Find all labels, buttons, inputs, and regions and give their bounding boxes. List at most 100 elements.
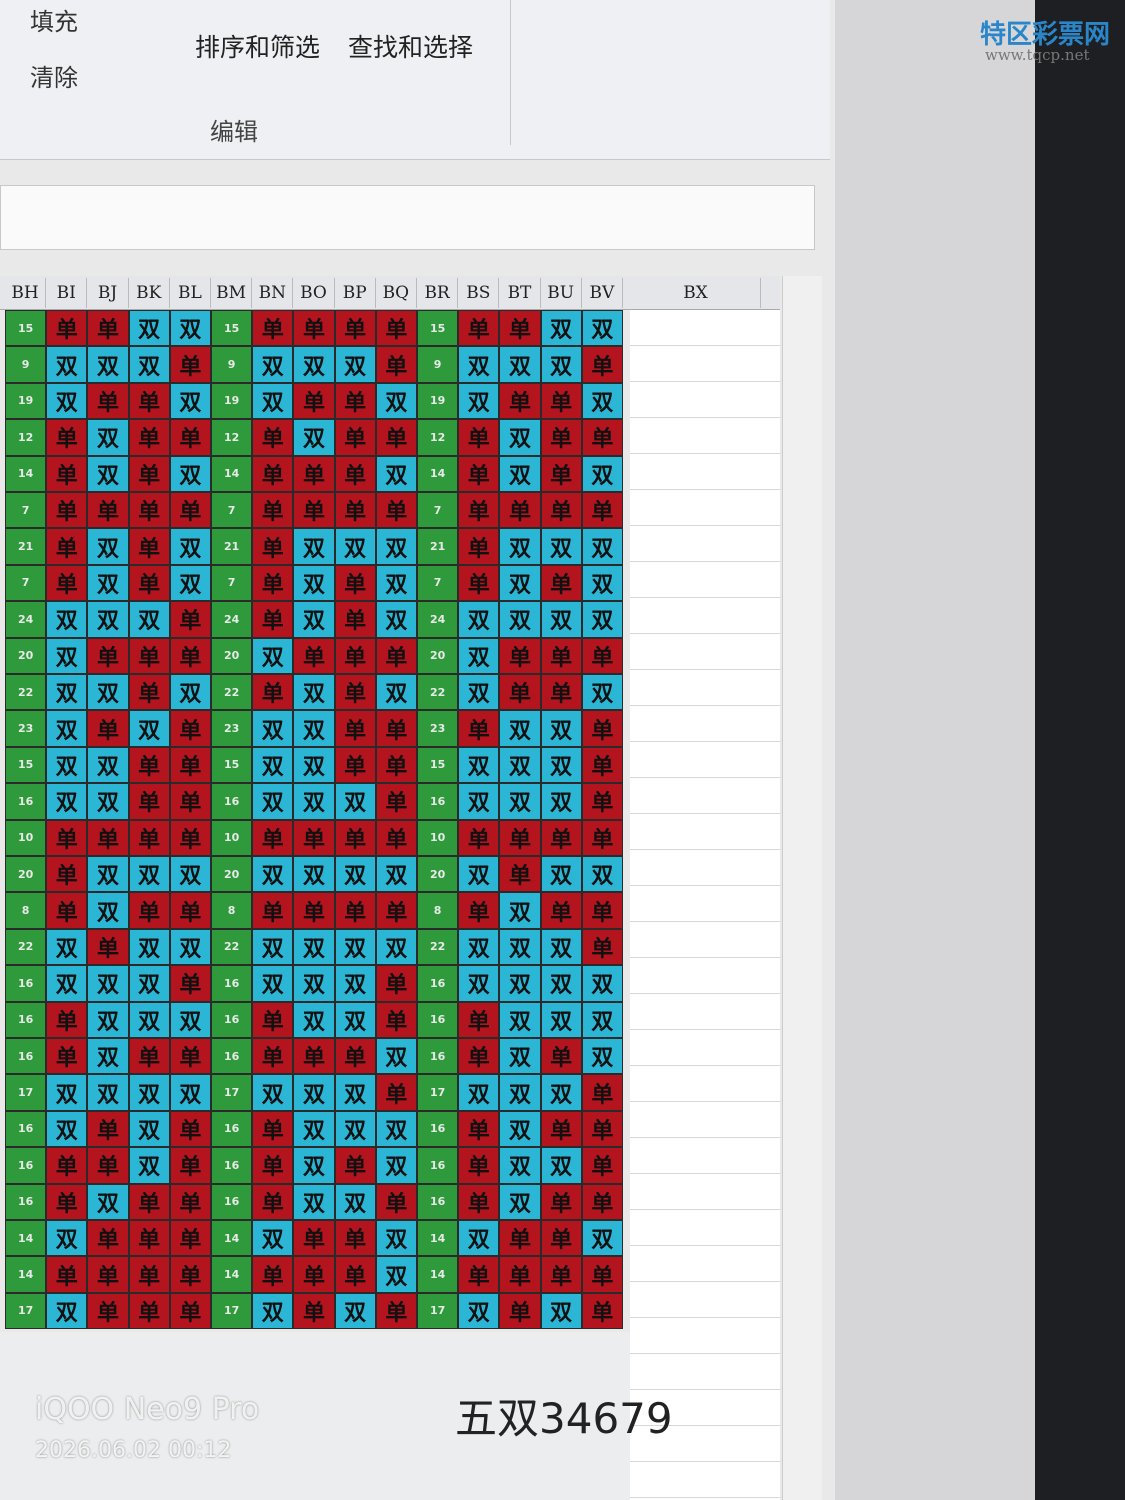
cell[interactable]: 单 — [293, 637, 335, 674]
find-select-button[interactable]: 查找和选择 — [348, 33, 474, 62]
cell[interactable]: 单 — [293, 455, 335, 492]
cell[interactable]: 单 — [87, 1147, 129, 1184]
cell[interactable]: 单 — [252, 1038, 294, 1075]
cell[interactable]: 双 — [87, 674, 129, 711]
cell[interactable]: 单 — [581, 1147, 623, 1184]
cell[interactable]: 单 — [293, 892, 335, 929]
cell[interactable]: 单 — [334, 1256, 376, 1293]
number-cell[interactable]: 21 — [211, 528, 253, 565]
cell[interactable]: 双 — [87, 346, 129, 383]
cell[interactable]: 单 — [46, 892, 88, 929]
cell[interactable]: 双 — [581, 382, 623, 420]
cell[interactable]: 双 — [169, 455, 211, 492]
number-cell[interactable]: 16 — [211, 965, 253, 1002]
cell[interactable]: 单 — [87, 710, 129, 747]
number-cell[interactable]: 12 — [5, 419, 47, 456]
cell[interactable]: 双 — [128, 1001, 170, 1038]
number-cell[interactable]: 16 — [417, 1038, 459, 1075]
cell[interactable]: 双 — [540, 710, 582, 747]
number-cell[interactable]: 16 — [5, 1038, 47, 1075]
number-cell[interactable]: 16 — [5, 1147, 47, 1184]
cell[interactable]: 双 — [46, 1292, 88, 1330]
cell[interactable]: 单 — [540, 382, 582, 420]
cell[interactable]: 双 — [458, 601, 500, 638]
number-cell[interactable]: 16 — [211, 1038, 253, 1075]
cell[interactable]: 单 — [46, 419, 88, 456]
cell[interactable]: 双 — [458, 1292, 500, 1330]
cell[interactable]: 双 — [540, 783, 582, 820]
cell[interactable]: 双 — [252, 382, 294, 420]
cell[interactable]: 双 — [499, 1183, 541, 1220]
number-cell[interactable]: 8 — [5, 892, 47, 929]
cell[interactable]: 双 — [375, 674, 417, 711]
cell[interactable]: 单 — [375, 310, 417, 347]
cell[interactable]: 双 — [128, 310, 170, 347]
cell[interactable]: 双 — [540, 601, 582, 638]
cell[interactable]: 单 — [128, 419, 170, 456]
cell[interactable]: 双 — [334, 783, 376, 820]
cell[interactable]: 双 — [87, 746, 129, 784]
number-cell[interactable]: 16 — [5, 1001, 47, 1038]
number-cell[interactable]: 24 — [211, 601, 253, 638]
cell[interactable]: 单 — [128, 819, 170, 856]
cell[interactable]: 单 — [169, 965, 211, 1002]
cell[interactable]: 单 — [128, 492, 170, 529]
cell[interactable]: 单 — [252, 1147, 294, 1184]
cell[interactable]: 单 — [293, 492, 335, 529]
number-cell[interactable]: 17 — [417, 1074, 459, 1111]
cell[interactable]: 双 — [87, 455, 129, 492]
cell[interactable]: 双 — [87, 601, 129, 638]
cell[interactable]: 双 — [499, 1001, 541, 1038]
cell[interactable]: 单 — [581, 710, 623, 747]
cell[interactable]: 单 — [375, 492, 417, 529]
cell[interactable]: 双 — [87, 783, 129, 820]
cell[interactable]: 单 — [334, 382, 376, 420]
cell[interactable]: 单 — [334, 601, 376, 638]
cell[interactable]: 单 — [458, 1001, 500, 1038]
column-header[interactable]: BK — [129, 278, 170, 308]
cell[interactable]: 双 — [87, 1074, 129, 1111]
cell[interactable]: 单 — [458, 528, 500, 565]
cell[interactable]: 单 — [46, 1183, 88, 1220]
cell[interactable]: 双 — [581, 528, 623, 565]
number-cell[interactable]: 10 — [211, 819, 253, 856]
number-cell[interactable]: 14 — [211, 1256, 253, 1293]
number-cell[interactable]: 23 — [417, 710, 459, 747]
cell[interactable]: 单 — [252, 492, 294, 529]
cell[interactable]: 双 — [128, 856, 170, 893]
number-cell[interactable]: 20 — [211, 856, 253, 893]
column-header[interactable]: BN — [252, 278, 294, 308]
cell[interactable]: 双 — [499, 746, 541, 784]
cell[interactable]: 单 — [46, 492, 88, 529]
cell[interactable]: 双 — [87, 528, 129, 565]
cell[interactable]: 单 — [128, 746, 170, 784]
cell[interactable]: 双 — [334, 1292, 376, 1330]
cell[interactable]: 单 — [128, 1256, 170, 1293]
cell[interactable]: 双 — [458, 674, 500, 711]
column-header[interactable]: BL — [170, 278, 211, 308]
cell[interactable]: 单 — [375, 1001, 417, 1038]
number-cell[interactable]: 14 — [417, 1220, 459, 1257]
number-cell[interactable]: 7 — [417, 564, 459, 602]
cell[interactable]: 双 — [540, 1292, 582, 1330]
cell[interactable]: 双 — [581, 1001, 623, 1038]
cell[interactable]: 单 — [540, 455, 582, 492]
cell[interactable]: 单 — [87, 310, 129, 347]
column-header[interactable]: BO — [293, 278, 335, 308]
number-cell[interactable]: 16 — [5, 1110, 47, 1148]
cell[interactable]: 双 — [87, 564, 129, 602]
cell[interactable]: 单 — [252, 892, 294, 929]
cell[interactable]: 单 — [128, 528, 170, 565]
cell[interactable]: 双 — [499, 1110, 541, 1148]
cell[interactable]: 单 — [169, 1292, 211, 1330]
cell[interactable]: 双 — [252, 346, 294, 383]
column-header[interactable]: BT — [499, 278, 541, 308]
cell[interactable]: 双 — [293, 1001, 335, 1038]
number-cell[interactable]: 8 — [211, 892, 253, 929]
number-cell[interactable]: 16 — [417, 965, 459, 1002]
cell[interactable]: 单 — [252, 674, 294, 711]
cell[interactable]: 单 — [169, 492, 211, 529]
cell[interactable]: 双 — [499, 455, 541, 492]
cell[interactable]: 单 — [252, 419, 294, 456]
cell[interactable]: 单 — [540, 1110, 582, 1148]
